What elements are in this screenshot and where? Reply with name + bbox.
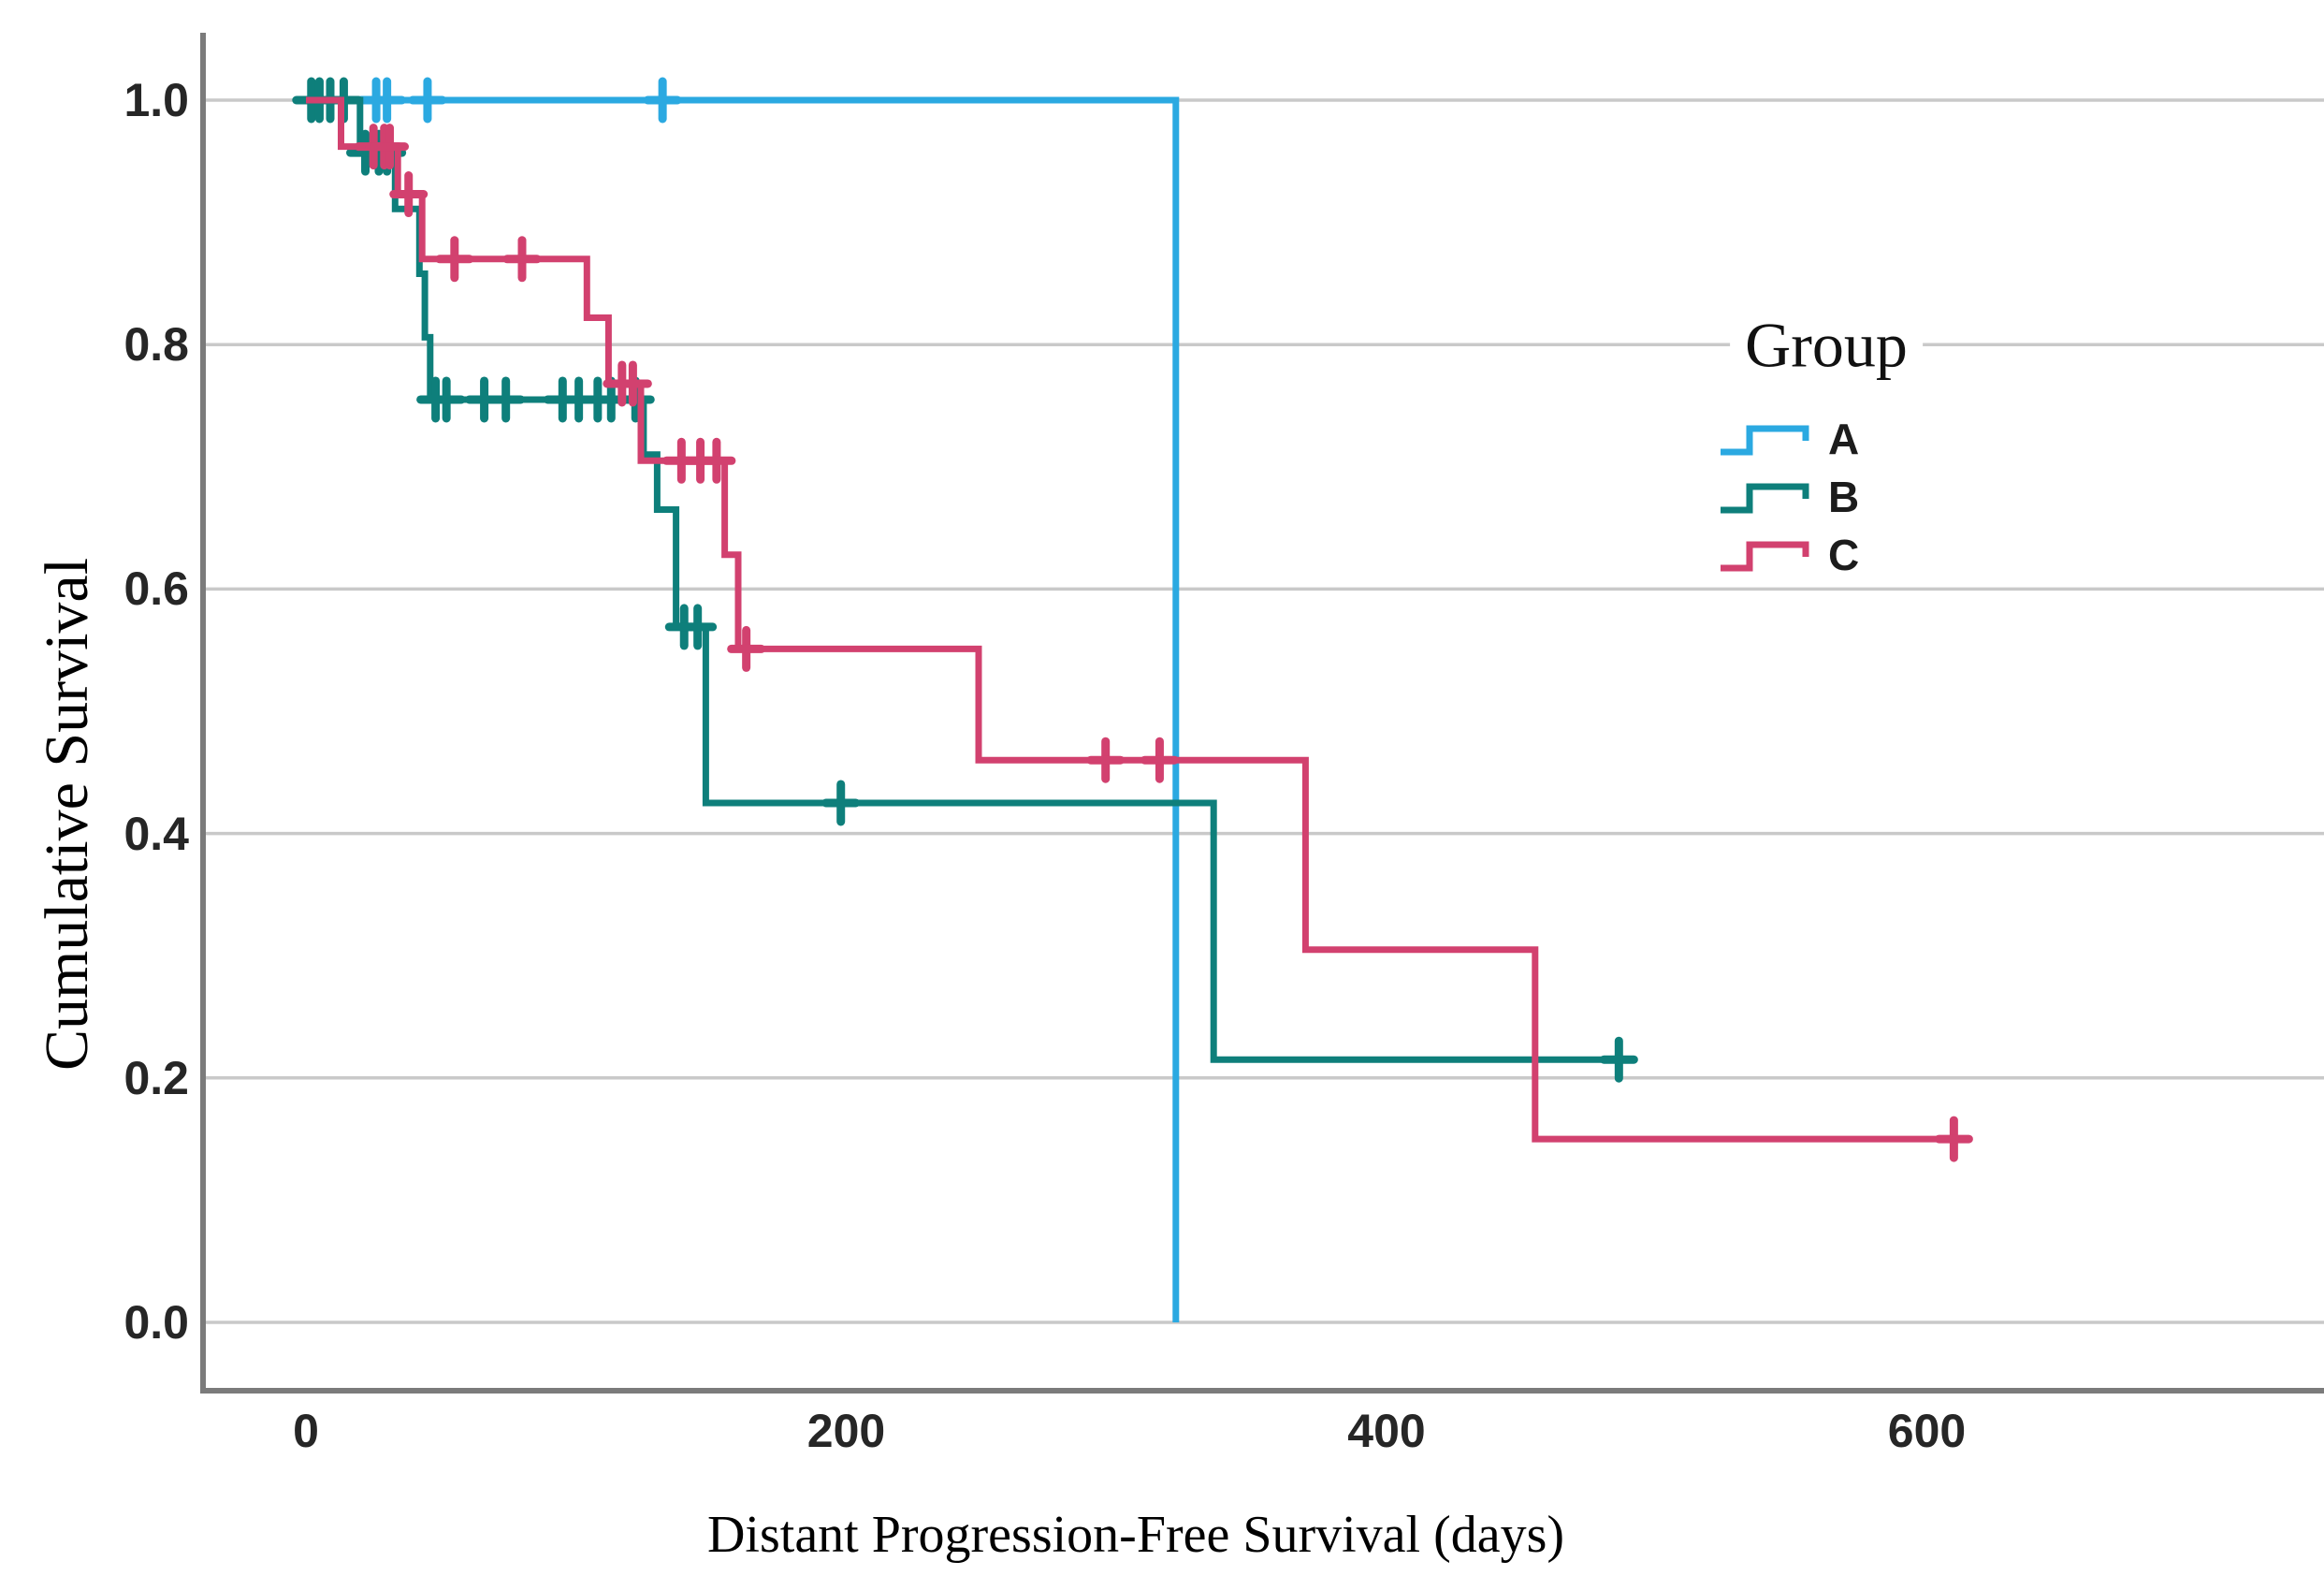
legend-label-a: A [1828, 415, 1860, 463]
legend-item-group-b: B [1718, 468, 1859, 526]
legend-items: A B C [1718, 410, 1859, 584]
legend-title: Group [1730, 308, 1923, 383]
x-tick-0: 0 [293, 1405, 319, 1457]
x-tick-600: 600 [1887, 1405, 1967, 1457]
step-line-swatch-icon [1721, 541, 1809, 572]
series-A-line [306, 96, 1180, 1322]
x-tick-200: 200 [806, 1405, 886, 1457]
legend-item-group-c: C [1718, 526, 1859, 584]
step-line-swatch-icon [1721, 425, 1809, 456]
step-line-swatch-icon [1721, 483, 1809, 514]
legend-label-c: C [1828, 531, 1860, 579]
y-tick-0.2: 0.2 [123, 1051, 189, 1104]
x-axis-title: Distant Progression-Free Survival (days) [706, 1506, 1565, 1564]
x-tick-400: 400 [1347, 1405, 1426, 1457]
y-tick-0.4: 0.4 [123, 807, 189, 860]
y-tick-0.8: 0.8 [123, 318, 189, 372]
y-tick-0.6: 0.6 [123, 562, 189, 616]
series-C-line [306, 96, 1960, 1143]
y-tick-0.0: 0.0 [123, 1296, 189, 1349]
legend-label-b: B [1828, 473, 1860, 521]
y-tick-1.0: 1.0 [123, 74, 189, 126]
legend-item-group-a: A [1718, 410, 1859, 468]
series-B-line [306, 96, 1620, 1063]
